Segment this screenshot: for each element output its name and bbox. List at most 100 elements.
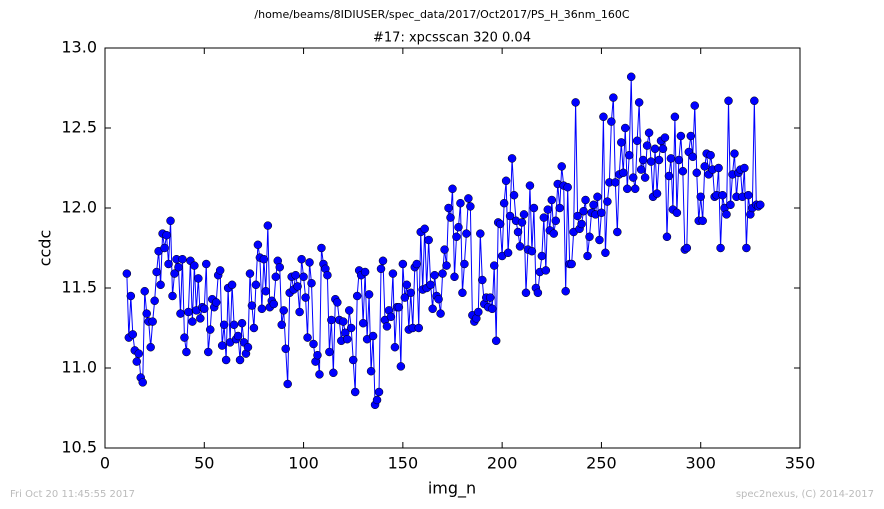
data-point	[400, 293, 410, 302]
data-point	[722, 210, 731, 219]
data-point	[434, 294, 443, 304]
data-point	[160, 243, 169, 253]
x-tick-label: 150	[388, 454, 419, 473]
data-point	[251, 280, 261, 290]
data-point	[507, 154, 517, 163]
data-point	[599, 112, 608, 122]
data-point	[571, 98, 580, 107]
data-point	[549, 229, 559, 238]
data-point	[509, 190, 519, 200]
data-point	[678, 166, 688, 176]
data-point	[589, 200, 598, 210]
data-point	[188, 317, 197, 326]
data-point	[219, 320, 229, 330]
data-point	[200, 304, 209, 314]
data-point	[396, 362, 406, 371]
data-point	[628, 173, 638, 182]
data-point	[452, 232, 461, 242]
data-point	[714, 163, 723, 173]
data-point	[698, 216, 707, 226]
data-point	[724, 96, 733, 106]
data-point	[519, 210, 529, 219]
data-point	[297, 254, 306, 264]
data-point	[303, 333, 312, 342]
data-point	[205, 325, 215, 334]
data-point	[309, 339, 318, 349]
data-point	[448, 184, 457, 194]
data-point	[672, 208, 682, 218]
data-point	[464, 194, 473, 203]
data-point	[329, 368, 338, 378]
data-point	[718, 190, 727, 200]
data-point	[148, 317, 157, 326]
data-point	[414, 323, 423, 333]
data-point	[495, 219, 505, 229]
data-point	[360, 267, 370, 277]
data-point	[271, 272, 281, 282]
data-point	[460, 259, 469, 269]
y-tick-label: 13.0	[61, 38, 97, 57]
data-point	[168, 291, 177, 301]
data-point	[456, 198, 465, 208]
data-point	[249, 323, 259, 333]
data-point	[525, 181, 535, 190]
data-point	[666, 154, 676, 163]
data-point	[485, 293, 495, 302]
data-point	[343, 334, 352, 344]
data-point	[428, 304, 437, 314]
data-point	[642, 141, 652, 150]
data-point	[527, 246, 537, 256]
data-point	[700, 162, 709, 171]
data-point	[152, 267, 161, 277]
data-point	[156, 280, 165, 290]
data-point	[670, 112, 680, 122]
data-point	[630, 184, 640, 194]
data-point	[626, 72, 636, 82]
data-point	[174, 262, 183, 272]
data-point	[358, 318, 368, 328]
data-point	[682, 243, 692, 253]
data-point	[237, 318, 247, 328]
plot-frame	[104, 47, 801, 449]
data-point	[613, 227, 622, 237]
data-point	[229, 320, 239, 330]
data-point	[233, 331, 243, 341]
data-point	[539, 213, 549, 222]
data-point	[646, 157, 656, 166]
data-point	[515, 242, 525, 251]
data-point	[243, 342, 253, 352]
data-point	[138, 378, 147, 387]
data-point	[756, 200, 765, 210]
data-point	[611, 178, 620, 187]
data-point	[317, 243, 326, 253]
data-point	[291, 270, 300, 280]
data-point	[621, 123, 630, 133]
data-point	[742, 243, 751, 253]
data-point	[257, 304, 267, 314]
data-point	[261, 286, 271, 296]
data-point	[122, 269, 132, 278]
x-tick-label: 250	[586, 454, 617, 473]
y-tick-label: 12.5	[61, 118, 97, 137]
data-point	[279, 306, 288, 315]
data-point	[501, 176, 511, 186]
data-point	[660, 133, 670, 142]
data-point	[245, 269, 255, 278]
data-point	[374, 387, 384, 397]
data-point	[644, 128, 654, 138]
x-axis-label: img_n	[428, 479, 476, 499]
data-point	[269, 299, 279, 309]
data-point	[390, 342, 400, 352]
data-point	[313, 350, 322, 360]
data-point	[307, 278, 316, 288]
data-point	[573, 211, 582, 221]
data-point	[676, 131, 686, 141]
footer-right: spec2nexus, (C) 2014-2017	[736, 489, 874, 500]
data-point	[382, 322, 392, 331]
data-point	[664, 171, 674, 181]
data-point	[299, 272, 308, 282]
data-point	[352, 291, 362, 301]
data-point	[378, 256, 388, 266]
